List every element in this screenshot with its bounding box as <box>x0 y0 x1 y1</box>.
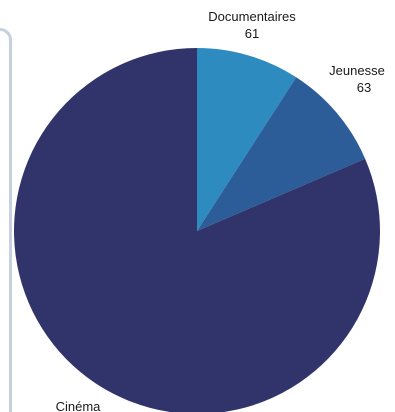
slice-value-documentaires: 61 <box>245 26 259 41</box>
slice-label-documentaires: Documentaires <box>208 9 296 24</box>
slice-value-jeunesse: 63 <box>357 80 371 95</box>
pie-slice-jeunesse <box>197 77 366 231</box>
slice-label-cinema: Cinéma <box>56 399 102 412</box>
side-panel-frame <box>0 28 12 412</box>
slice-label-jeunesse: Jeunesse <box>329 63 385 78</box>
pie-slice-documentaires <box>197 48 297 231</box>
pie-slice-cinema <box>14 48 380 412</box>
pie-slices <box>14 48 380 412</box>
